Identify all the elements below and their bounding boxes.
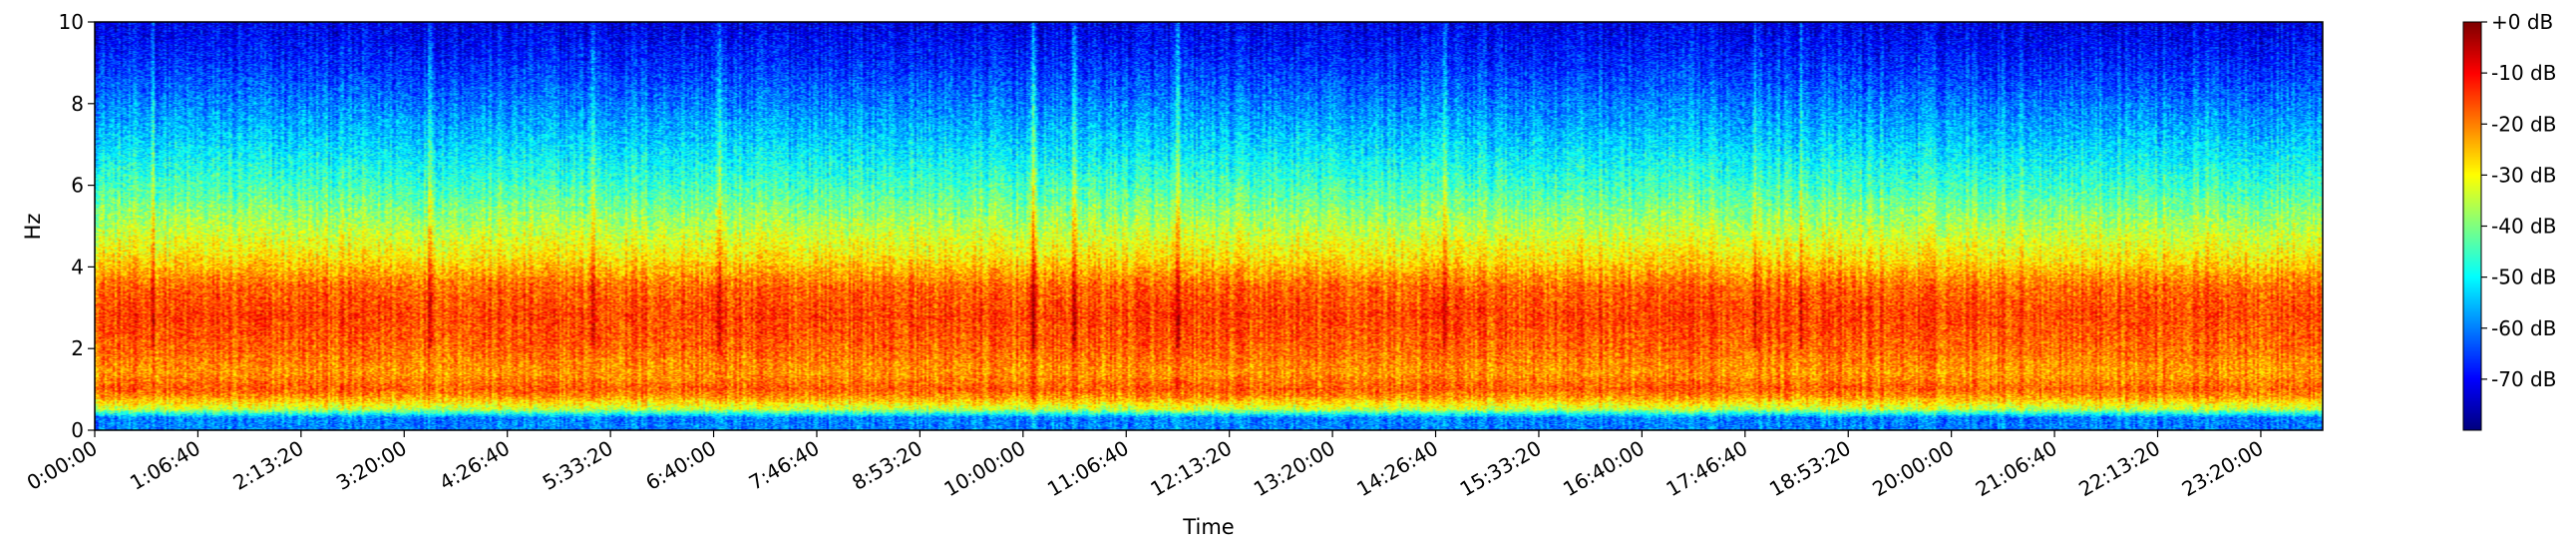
colorbar-tick-label: -50 dB [2491, 266, 2556, 289]
plot-frame [94, 21, 2324, 431]
colorbar: +0 dB -10 dB -20 dB -30 dB -40 dB -50 dB -60 d… [2462, 10, 2556, 431]
x-tick-label: 11:06:40 [1043, 436, 1133, 502]
y-tick-label: 10 [59, 10, 84, 34]
x-tick-label: 13:20:00 [1250, 436, 1339, 502]
x-tick-label: 5:33:20 [539, 436, 617, 495]
x-tick-label: 2:13:20 [229, 436, 308, 495]
x-tick-label: 18:53:20 [1765, 436, 1855, 502]
x-tick-label: 17:46:40 [1662, 436, 1752, 502]
x-tick-label: 23:20:00 [2178, 436, 2268, 502]
colorbar-tick-label: -10 dB [2491, 61, 2556, 85]
x-tick-label: 16:40:00 [1559, 436, 1649, 502]
x-tick-label: 15:33:20 [1456, 436, 1546, 502]
x-tick-label: 22:13:20 [2074, 436, 2164, 502]
x-tick-label: 8:53:20 [848, 436, 926, 495]
y-axis-label: Hz [21, 214, 45, 241]
colorbar-ticks: +0 dB -10 dB -20 dB -30 dB -40 dB -50 dB -60 d… [2481, 10, 2556, 391]
x-tick-label: 1:06:40 [126, 436, 204, 495]
y-tick-label: 6 [71, 174, 84, 198]
colorbar-tick-label: -40 dB [2491, 215, 2556, 239]
x-tick-label: 14:26:40 [1352, 436, 1442, 502]
y-tick-label: 0 [71, 418, 84, 442]
x-tick-label: 10:00:00 [940, 436, 1030, 502]
plot-area [94, 21, 2324, 431]
x-tick-label: 6:40:00 [641, 436, 720, 495]
spectrogram-image [95, 22, 2323, 430]
colorbar-tick-label: -30 dB [2491, 163, 2556, 187]
x-tick-label: 3:20:00 [332, 436, 411, 495]
y-tick-label: 2 [71, 336, 84, 360]
x-axis-label: Time [1182, 515, 1234, 539]
x-axis: 0:00:00 1:06:40 2:13:20 3:20:00 4:26:40 5:33:… [23, 430, 2268, 502]
colorbar-gradient [2463, 22, 2481, 430]
y-axis: 0 2 4 6 8 10 [59, 10, 95, 442]
x-tick-label: 0:00:00 [23, 436, 102, 495]
x-tick-label: 7:46:40 [745, 436, 824, 495]
colorbar-tick-label: -70 dB [2491, 367, 2556, 391]
x-tick-label: 20:00:00 [1868, 436, 1958, 502]
x-tick-label: 21:06:40 [1972, 436, 2061, 502]
y-tick-label: 4 [71, 255, 84, 278]
x-tick-label: 12:13:20 [1146, 436, 1236, 502]
colorbar-tick-label: -20 dB [2491, 112, 2556, 136]
colorbar-tick-label: +0 dB [2491, 10, 2553, 34]
colorbar-tick-label: -60 dB [2491, 316, 2556, 340]
x-tick-label: 4:26:40 [435, 436, 514, 495]
y-tick-label: 8 [71, 92, 84, 116]
